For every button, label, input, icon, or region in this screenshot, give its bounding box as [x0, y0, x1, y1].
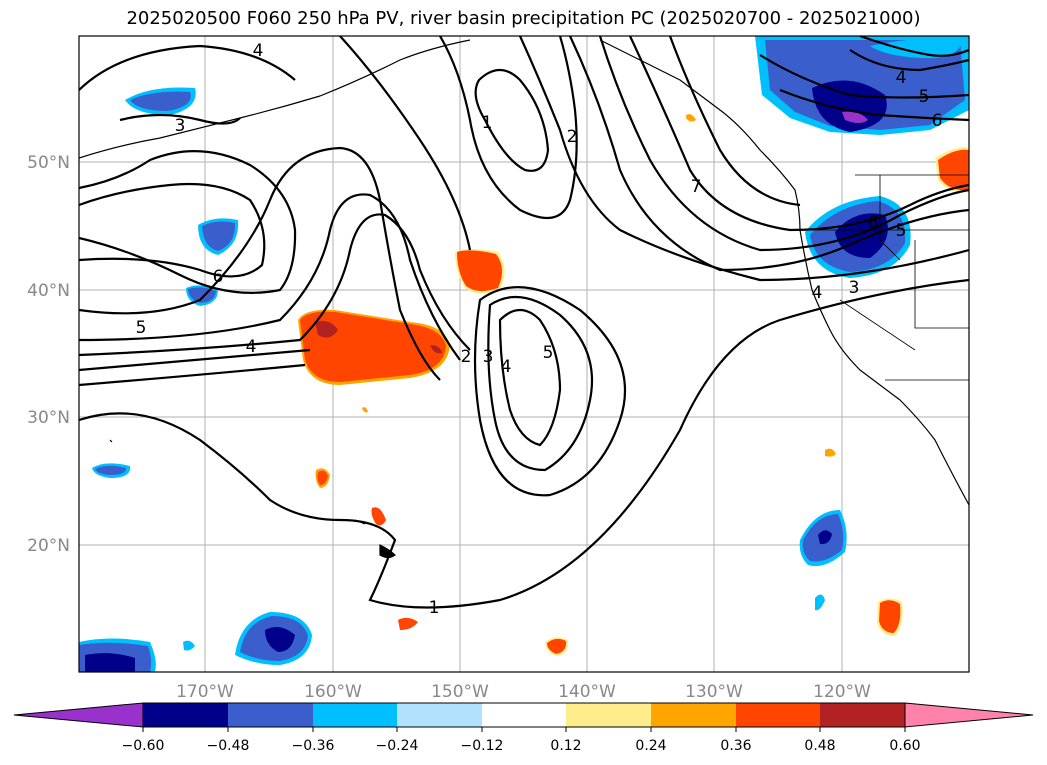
colorbar-tick-label: 0.48 [804, 738, 835, 754]
colorbar-swatch [736, 703, 820, 727]
lon-tick-label: 140°W [558, 682, 616, 702]
colorbar-tick-label: −0.48 [207, 738, 250, 754]
contour-label: 6 [932, 111, 943, 131]
lon-tick-label: 150°W [431, 682, 489, 702]
contour-label: 4 [896, 68, 907, 88]
pv-contours [79, 36, 969, 609]
colorbar-swatch [566, 703, 651, 727]
lon-tick-label: 170°W [176, 682, 234, 702]
lat-tick-label: 20°N [27, 536, 70, 556]
colorbar-tick-label: 0.36 [720, 738, 751, 754]
colorbar-swatch [482, 703, 566, 727]
colorbar-swatch [397, 703, 482, 727]
contour-labels: 4 3 6 5 4 1 2 7 2 3 4 5 1 4 5 6 6 5 4 3 [136, 41, 943, 618]
colorbar-tick-label: −0.12 [461, 738, 504, 754]
contour-label: 1 [482, 113, 493, 133]
contour-label: 5 [919, 87, 930, 107]
colorbar-swatch [228, 703, 313, 727]
contour-label: 2 [567, 127, 578, 147]
coastlines [79, 39, 969, 559]
colorbar-swatch [313, 703, 397, 727]
contour-label: 5 [896, 221, 907, 241]
colorbar: −0.60 −0.48 −0.36 −0.24 −0.12 0.12 0.24 … [13, 702, 1034, 754]
colorbar-tick-label: −0.36 [292, 738, 335, 754]
colorbar-tick-label: 0.60 [889, 738, 920, 754]
precipitation-shading [79, 36, 969, 672]
contour-label: 7 [691, 177, 702, 197]
contour-label: 6 [213, 267, 224, 287]
plot-frame [78, 35, 970, 673]
contour-label: 5 [136, 318, 147, 338]
colorbar-swatch [820, 703, 905, 727]
lon-tick-label: 160°W [304, 682, 362, 702]
colorbar-tick-label: −0.60 [122, 738, 165, 754]
contour-label: 2 [461, 347, 472, 367]
colorbar-tick-label: 0.24 [635, 738, 666, 754]
lat-axis: 50°N 40°N 30°N 20°N [27, 153, 70, 556]
lat-tick-label: 40°N [27, 281, 70, 301]
colorbar-swatch [143, 703, 228, 727]
plot-area: 4 3 6 5 4 1 2 7 2 3 4 5 1 4 5 6 6 5 4 3 [79, 36, 969, 672]
lat-tick-label: 30°N [27, 408, 70, 428]
lon-tick-label: 130°W [685, 682, 743, 702]
colorbar-swatch [651, 703, 736, 727]
contour-label: 3 [175, 116, 186, 136]
lon-tick-label: 120°W [813, 682, 871, 702]
contour-label: 1 [429, 598, 440, 618]
map-title: 2025020500 F060 250 hPa PV, river basin … [126, 8, 921, 29]
contour-label: 5 [543, 343, 554, 363]
contour-label: 4 [812, 283, 823, 303]
contour-label: 3 [849, 278, 860, 298]
colorbar-tick-label: 0.12 [550, 738, 581, 754]
contour-label: 3 [483, 347, 494, 367]
contour-label: 6 [868, 213, 879, 233]
colorbar-extend-high [904, 702, 1034, 728]
contour-label: 4 [253, 41, 264, 61]
contour-label: 4 [246, 337, 257, 357]
lat-tick-label: 50°N [27, 153, 70, 173]
contour-label: 4 [501, 357, 512, 377]
lon-axis: 170°W 160°W 150°W 140°W 130°W 120°W [176, 682, 871, 702]
colorbar-extend-low [13, 702, 144, 728]
colorbar-tick-label: −0.24 [376, 738, 419, 754]
